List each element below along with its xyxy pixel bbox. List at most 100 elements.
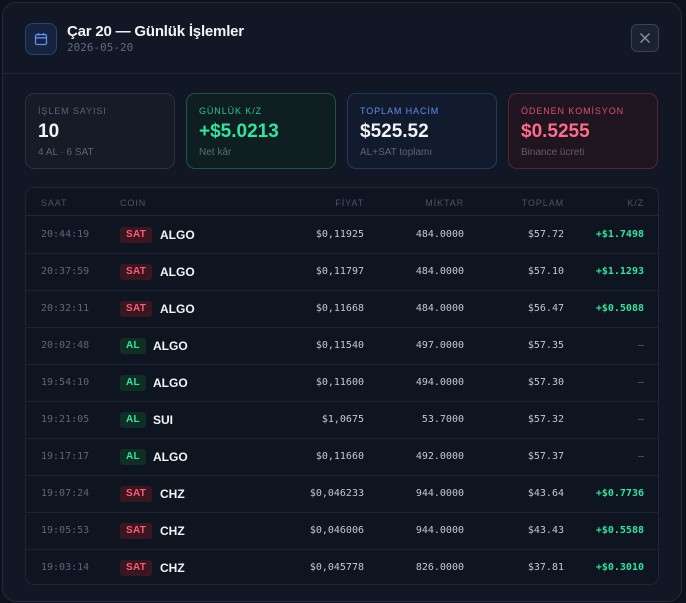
- trade-time: 19:17:17: [41, 451, 90, 462]
- trade-time: 20:44:19: [41, 229, 90, 240]
- trade-time: 19:54:10: [41, 377, 90, 388]
- trade-time: 20:37:59: [41, 266, 90, 277]
- table-row[interactable]: 19:03:14 SAT CHZ $0,045778 826.0000 $37.81 +$0…: [26, 550, 658, 584]
- card-hint: Net kâr: [199, 147, 232, 158]
- trade-qty: 826.0000: [415, 562, 464, 573]
- trade-total: $57.32: [527, 414, 564, 425]
- coin-symbol: CHZ: [160, 487, 185, 501]
- card-value: $525.52: [360, 121, 429, 142]
- card-label: GÜNLÜK K/Z: [199, 106, 263, 116]
- close-button[interactable]: [631, 24, 659, 52]
- coin-symbol: CHZ: [160, 524, 185, 538]
- summary-cards: İŞLEM SAYISI 10 4 AL · 6 SAT GÜNLÜK K/Z …: [25, 93, 659, 169]
- trade-total: $57.30: [527, 377, 564, 388]
- trade-price: $0,046233: [309, 488, 364, 499]
- header-coin: COIN: [120, 198, 147, 208]
- card-value: 10: [38, 121, 60, 142]
- card-hint: Binance ücreti: [521, 147, 585, 158]
- header-qty: MİKTAR: [425, 198, 464, 208]
- trade-qty: 484.0000: [415, 229, 464, 240]
- trade-price: $0,11797: [315, 266, 364, 277]
- table-row[interactable]: 20:44:19 SAT ALGO $0,11925 484.0000 $57.72 +$1…: [26, 217, 658, 254]
- card-value: +$5.0213: [199, 121, 279, 142]
- coin-symbol: ALGO: [153, 450, 188, 464]
- trade-price: $0,11600: [315, 377, 364, 388]
- trade-time: 20:02:48: [41, 340, 90, 351]
- side-badge: SAT: [120, 486, 153, 502]
- header-time: SAAT: [41, 198, 68, 208]
- trade-qty: 944.0000: [415, 525, 464, 536]
- calendar-icon: [25, 23, 57, 55]
- side-badge: AL: [120, 375, 146, 391]
- coin-symbol: ALGO: [160, 265, 195, 279]
- trade-price: $0,11668: [315, 303, 364, 314]
- trade-pnl: —: [637, 451, 644, 462]
- trade-qty: 492.0000: [415, 451, 464, 462]
- table-row[interactable]: 20:32:11 SAT ALGO $0,11668 484.0000 $56.47 +$0…: [26, 291, 658, 328]
- table-row[interactable]: 19:54:10 AL ALGO $0,11600 494.0000 $57.30 —: [26, 365, 658, 402]
- side-badge: SAT: [120, 301, 153, 317]
- trade-qty: 484.0000: [415, 303, 464, 314]
- trade-time: 19:05:53: [41, 525, 90, 536]
- trade-pnl: +$0.3010: [595, 562, 644, 573]
- table-row[interactable]: 19:07:24 SAT CHZ $0,046233 944.0000 $43.64 +$0…: [26, 476, 658, 513]
- trade-pnl: —: [637, 340, 644, 351]
- trade-pnl: +$0.5088: [595, 303, 644, 314]
- trade-total: $57.10: [527, 266, 564, 277]
- trade-pnl: —: [637, 414, 644, 425]
- table-row[interactable]: 19:05:53 SAT CHZ $0,046006 944.0000 $43.43 +$0…: [26, 513, 658, 550]
- table-row[interactable]: 19:17:17 AL ALGO $0,11660 492.0000 $57.37 —: [26, 439, 658, 476]
- card-value: $0.5255: [521, 121, 590, 142]
- side-badge: SAT: [120, 227, 153, 243]
- card-hint: 4 AL · 6 SAT: [38, 147, 94, 158]
- side-badge: AL: [120, 338, 146, 354]
- trade-time: 19:21:05: [41, 414, 90, 425]
- trade-qty: 53.7000: [421, 414, 464, 425]
- trade-qty: 497.0000: [415, 340, 464, 351]
- coin-symbol: ALGO: [160, 228, 195, 242]
- trade-total: $57.35: [527, 340, 564, 351]
- trade-count-card: İŞLEM SAYISI 10 4 AL · 6 SAT: [25, 93, 175, 169]
- header-pnl: K/Z: [627, 198, 644, 208]
- table-row[interactable]: 20:37:59 SAT ALGO $0,11797 484.0000 $57.10 +$1…: [26, 254, 658, 291]
- modal-header: Çar 20 — Günlük İşlemler 2026-05-20: [3, 3, 681, 74]
- header-total: TOPLAM: [521, 198, 564, 208]
- side-badge: AL: [120, 412, 146, 428]
- trade-price: $0,11540: [315, 340, 364, 351]
- trade-time: 20:32:11: [41, 303, 90, 314]
- trade-time: 19:07:24: [41, 488, 90, 499]
- close-icon: [640, 33, 650, 43]
- table-header: SAAT COIN FİYAT MİKTAR TOPLAM K/Z: [26, 188, 658, 216]
- trade-pnl: +$1.1293: [595, 266, 644, 277]
- trade-total: $57.72: [527, 229, 564, 240]
- trade-total: $56.47: [527, 303, 564, 314]
- trade-qty: 944.0000: [415, 488, 464, 499]
- trade-total: $43.64: [527, 488, 564, 499]
- side-badge: AL: [120, 449, 146, 465]
- modal-date: 2026-05-20: [67, 41, 134, 54]
- header-price: FİYAT: [335, 198, 364, 208]
- side-badge: SAT: [120, 560, 153, 576]
- trade-pnl: +$1.7498: [595, 229, 644, 240]
- trade-price: $0,046006: [309, 525, 364, 536]
- total-volume-card: TOPLAM HACİM $525.52 AL+SAT toplamı: [347, 93, 497, 169]
- trade-time: 19:03:14: [41, 562, 90, 573]
- commission-card: ÖDENEN KOMİSYON $0.5255 Binance ücreti: [508, 93, 658, 169]
- card-label: ÖDENEN KOMİSYON: [521, 106, 625, 116]
- trade-price: $1,0675: [321, 414, 364, 425]
- trade-price: $0,045778: [309, 562, 364, 573]
- trade-qty: 484.0000: [415, 266, 464, 277]
- trade-total: $43.43: [527, 525, 564, 536]
- side-badge: SAT: [120, 264, 153, 280]
- coin-symbol: ALGO: [153, 339, 188, 353]
- trade-pnl: +$0.5588: [595, 525, 644, 536]
- coin-symbol: ALGO: [153, 376, 188, 390]
- trade-price: $0,11660: [315, 451, 364, 462]
- trade-total: $57.37: [527, 451, 564, 462]
- side-badge: SAT: [120, 523, 153, 539]
- trade-total: $37.81: [527, 562, 564, 573]
- table-row[interactable]: 20:02:48 AL ALGO $0,11540 497.0000 $57.35 —: [26, 328, 658, 365]
- table-row[interactable]: 19:21:05 AL SUI $1,0675 53.7000 $57.32 —: [26, 402, 658, 439]
- daily-pnl-card: GÜNLÜK K/Z +$5.0213 Net kâr: [186, 93, 336, 169]
